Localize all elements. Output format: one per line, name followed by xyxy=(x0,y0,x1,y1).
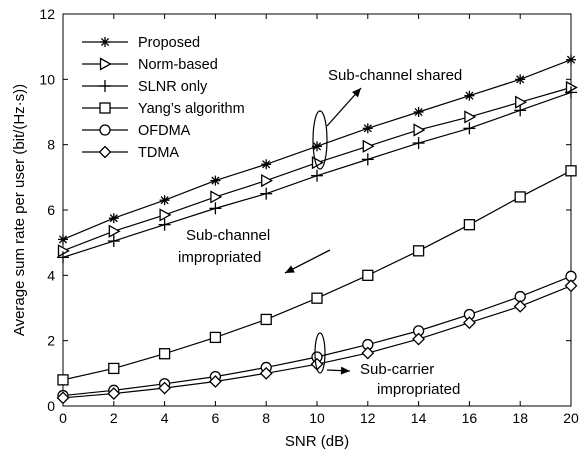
data-point xyxy=(463,219,476,231)
data-point xyxy=(514,191,526,203)
annotation-text: Sub-channel shared xyxy=(328,67,462,84)
data-point xyxy=(56,391,70,405)
data-point xyxy=(413,123,426,137)
data-point xyxy=(108,224,121,238)
legend-marker xyxy=(99,124,111,136)
data-point xyxy=(107,235,120,248)
data-point xyxy=(565,165,577,177)
data-point xyxy=(463,122,476,135)
legend-marker xyxy=(98,145,112,159)
data-point xyxy=(311,292,323,304)
x-tick-label: 6 xyxy=(212,410,220,426)
data-point xyxy=(361,153,374,166)
carrier-arrow xyxy=(326,366,351,375)
data-point xyxy=(412,137,425,150)
x-tick-label: 18 xyxy=(512,410,528,426)
y-tick-label: 10 xyxy=(39,71,55,87)
legend-marker xyxy=(100,37,110,47)
data-point xyxy=(464,110,477,124)
data-point xyxy=(412,332,426,346)
data-point xyxy=(362,269,374,281)
annotation-text: Sub-carrier xyxy=(360,361,434,378)
data-point xyxy=(565,86,577,99)
legend-label: TDMA xyxy=(138,145,179,161)
data-point xyxy=(259,366,273,380)
data-point xyxy=(260,313,272,326)
annotation-text: impropriated xyxy=(178,249,261,266)
data-point xyxy=(261,159,272,170)
data-point xyxy=(362,139,375,153)
y-tick-label: 2 xyxy=(47,333,55,349)
data-point xyxy=(210,190,223,204)
annotation-text: Sub-channel xyxy=(186,227,270,244)
data-point xyxy=(107,387,121,401)
data-point xyxy=(208,375,222,388)
legend-label: Norm-based xyxy=(138,57,218,73)
data-point xyxy=(564,279,578,293)
y-tick-label: 8 xyxy=(47,137,55,153)
data-point xyxy=(158,348,171,360)
legend-marker xyxy=(99,57,112,71)
shared-arrow xyxy=(326,87,362,127)
data-point xyxy=(312,141,322,152)
data-point xyxy=(413,107,424,117)
y-tick-label: 0 xyxy=(47,398,55,414)
x-tick-label: 16 xyxy=(462,410,478,426)
x-tick-label: 8 xyxy=(262,410,270,426)
y-tick-label: 4 xyxy=(47,267,55,283)
x-tick-label: 20 xyxy=(563,410,579,426)
data-point xyxy=(159,195,170,206)
y-tick-label: 6 xyxy=(47,202,55,218)
carrier-ellipse xyxy=(314,332,326,374)
data-point xyxy=(210,175,221,186)
legend-label: OFDMA xyxy=(138,123,191,139)
legend-label: SLNR only xyxy=(138,79,208,95)
data-point xyxy=(515,74,526,85)
legend-marker xyxy=(99,80,111,92)
x-tick-label: 4 xyxy=(161,410,169,426)
data-point xyxy=(513,299,527,313)
legend-label: Proposed xyxy=(138,35,200,51)
data-point xyxy=(158,381,172,395)
x-tick-label: 14 xyxy=(411,410,427,426)
data-point xyxy=(158,218,171,231)
data-point xyxy=(108,213,119,224)
legend-label: Yang’s algorithm xyxy=(138,101,245,117)
data-point xyxy=(311,169,323,182)
shared-ellipse xyxy=(312,110,328,170)
x-axis-title: SNR (dB) xyxy=(285,433,349,450)
data-point xyxy=(412,245,425,257)
x-tick-label: 0 xyxy=(59,410,67,426)
x-tick-label: 2 xyxy=(110,410,118,426)
data-point xyxy=(58,234,68,245)
y-tick-label: 12 xyxy=(39,6,55,22)
y-axis-title: Average sum rate per user (bit/(Hz·s)) xyxy=(11,84,28,336)
data-point xyxy=(261,174,274,188)
data-point xyxy=(108,362,120,375)
data-point xyxy=(57,251,69,264)
data-point xyxy=(361,346,375,360)
data-point xyxy=(209,202,222,215)
data-point xyxy=(566,54,576,65)
data-point xyxy=(159,208,172,222)
legend-marker xyxy=(99,102,111,114)
series-line xyxy=(62,170,572,381)
data-point xyxy=(362,123,373,134)
x-tick-label: 10 xyxy=(309,410,325,426)
data-point xyxy=(209,331,222,344)
data-point xyxy=(260,187,273,200)
impropriated-arrow xyxy=(284,249,331,274)
data-point xyxy=(57,374,69,386)
data-point xyxy=(464,90,475,101)
annotation-text: impropriated xyxy=(377,381,460,398)
data-point xyxy=(462,316,476,330)
x-tick-label: 12 xyxy=(360,410,376,426)
data-point xyxy=(514,104,527,117)
